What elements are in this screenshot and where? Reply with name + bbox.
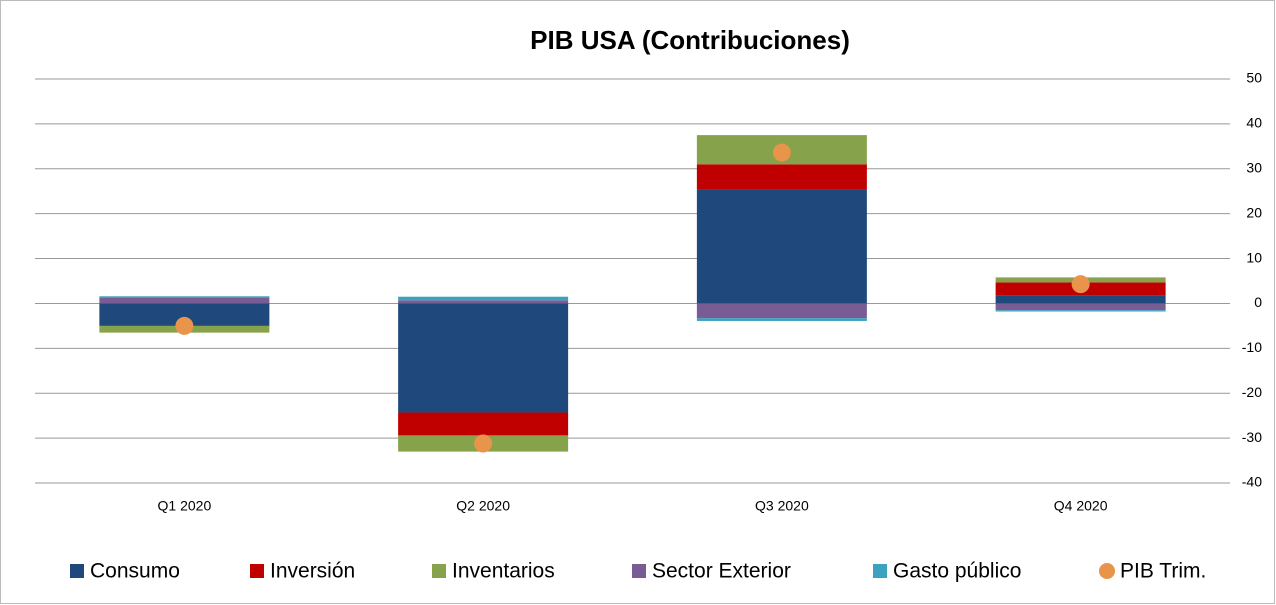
y-tick-label: -20 [1242, 384, 1262, 400]
legend-marker [432, 564, 446, 578]
legend-label: Inversión [270, 560, 355, 583]
legend-label: Consumo [90, 560, 180, 583]
bar-segment [99, 297, 270, 304]
legend-marker [70, 564, 84, 578]
x-tick-label: Q2 2020 [456, 498, 510, 514]
y-tick-label: 50 [1246, 70, 1262, 86]
point [175, 316, 194, 335]
x-tick-label: Q4 2020 [1054, 498, 1108, 514]
bar-segment [398, 412, 569, 436]
y-tick-label: 20 [1246, 204, 1262, 220]
bar-segment [696, 303, 867, 319]
bar-segment [696, 318, 867, 321]
legend-marker [632, 564, 646, 578]
legend-label: Sector Exterior [652, 560, 791, 583]
point [474, 434, 493, 453]
bar-segment [398, 303, 569, 413]
bar-segment [398, 300, 569, 304]
y-tick-label: -40 [1242, 474, 1262, 490]
legend-label: PIB Trim. [1120, 560, 1206, 583]
point [772, 143, 791, 162]
y-tick-label: 40 [1246, 115, 1262, 131]
legend-marker [873, 564, 887, 578]
point [1071, 275, 1090, 294]
y-tick-label: -30 [1242, 429, 1262, 445]
chart-title: PIB USA (Contribuciones) [530, 25, 850, 55]
legend-label: Inventarios [452, 560, 555, 583]
y-tick-label: -10 [1242, 339, 1262, 355]
y-tick-label: 0 [1254, 294, 1262, 310]
bar-segment [696, 164, 867, 190]
bar-segment [99, 296, 270, 298]
bar-segment [398, 296, 569, 301]
x-tick-label: Q3 2020 [755, 498, 809, 514]
legend-marker [250, 564, 264, 578]
y-tick-label: 30 [1246, 159, 1262, 175]
legend-label: Gasto público [893, 560, 1021, 583]
y-tick-label: 10 [1246, 249, 1262, 265]
x-tick-label: Q1 2020 [158, 498, 212, 514]
bar-segment [995, 310, 1166, 312]
bar-segment [995, 303, 1166, 311]
bar-segment [995, 295, 1166, 304]
bar-segment [99, 303, 270, 325]
legend-marker [1099, 563, 1115, 579]
bar-segment [696, 189, 867, 304]
